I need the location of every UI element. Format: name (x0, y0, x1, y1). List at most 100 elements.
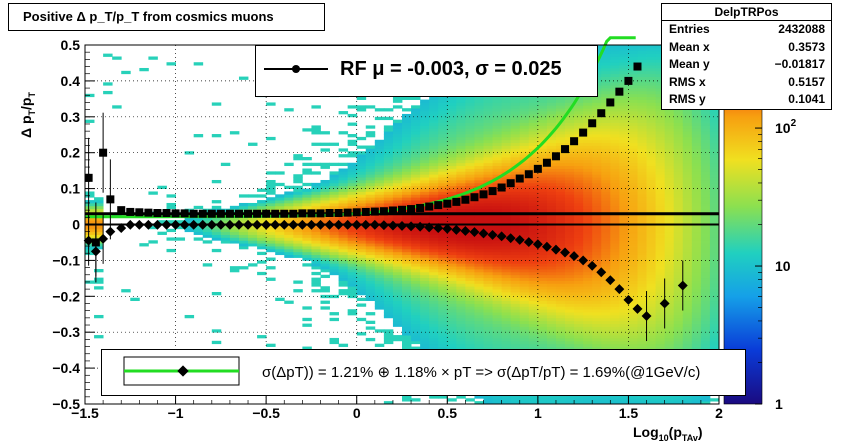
stats-name: DelpTRPos (662, 4, 831, 21)
rms-marker (316, 209, 325, 218)
mean-marker (659, 298, 670, 309)
mean-marker (125, 219, 136, 230)
rms-marker (461, 195, 470, 204)
mean-marker (215, 219, 226, 230)
y-axis-title: Δ pT/pT (18, 92, 37, 138)
legend-top: RF μ = -0.003, σ = 0.025 (255, 45, 598, 97)
rms-marker (443, 199, 452, 208)
mean-marker (288, 219, 299, 230)
mean-marker (324, 219, 335, 230)
mean-marker (614, 284, 625, 295)
rms-marker (253, 209, 262, 218)
mean-marker (578, 255, 589, 266)
rms-marker (479, 190, 488, 199)
rms-marker (579, 128, 588, 137)
mean-marker (83, 235, 94, 246)
rms-marker (180, 209, 189, 218)
mean-marker (641, 311, 652, 321)
mean-marker (560, 247, 570, 258)
rms-marker (117, 206, 126, 215)
stats-box: DelpTRPos Entries 2432088 Mean x 0.3573 Me… (661, 3, 832, 110)
mean-marker (134, 219, 145, 230)
mean-marker (397, 220, 407, 231)
x-tick-label: 0 (353, 405, 361, 421)
mean-marker (632, 303, 643, 314)
rms-marker (425, 202, 434, 211)
y-tick-label: −0.2 (52, 288, 80, 304)
mean-marker (532, 239, 543, 250)
rms-marker (542, 158, 551, 167)
rms-marker (216, 209, 225, 218)
y-tick-label: −0.5 (52, 396, 80, 412)
mean-marker (224, 219, 235, 230)
rms-marker (162, 209, 171, 218)
mean-marker (596, 267, 607, 278)
y-tick-label: −0.4 (52, 360, 80, 376)
legend-bottom-text: σ(ΔpT)) = 1.21% ⊕ 1.18% × pT => σ(ΔpT/pT… (262, 364, 701, 381)
x-tick-label: −1.5 (71, 405, 99, 421)
mean-marker (406, 221, 417, 232)
rms-marker (352, 208, 361, 217)
mean-marker (378, 220, 389, 231)
mean-marker (351, 219, 362, 230)
rms-marker (99, 148, 108, 157)
x-axis: −1.5 −1 −0.5 0 0.5 1 1.5 2 (71, 396, 723, 421)
rms-marker (379, 207, 388, 216)
mean-marker (551, 244, 561, 255)
mean-marker (623, 294, 634, 305)
z-tick-label: 10 (775, 258, 791, 274)
rms-marker (198, 209, 207, 218)
rms-marker (633, 62, 642, 71)
z-tick-label: 1 (775, 396, 783, 412)
mean-marker (541, 241, 552, 252)
mean-marker (677, 280, 688, 291)
rms-marker (615, 87, 624, 96)
stat-label: RMS y (669, 92, 706, 106)
mean-marker (333, 219, 344, 230)
rms-marker (262, 209, 271, 218)
stat-label: Mean x (669, 39, 710, 54)
mean-marker (451, 224, 462, 235)
rms-marker (171, 209, 180, 218)
rms-marker (561, 145, 570, 154)
markers (83, 62, 688, 342)
mean-marker (433, 223, 444, 234)
mean-marker (90, 246, 101, 257)
mean-marker (297, 219, 308, 230)
rms-marker (289, 209, 298, 218)
z-tick-label: 102 (775, 118, 797, 136)
mean-marker (496, 231, 507, 242)
mean-marker (342, 219, 353, 230)
rms-marker (515, 174, 524, 183)
mean-marker (116, 223, 127, 234)
rms-marker (207, 209, 216, 218)
mean-marker (487, 229, 498, 240)
legend-bottom: σ(ΔpT)) = 1.21% ⊕ 1.18% × pT => σ(ΔpT/pT… (101, 349, 746, 396)
y-axis: −0.5 −0.4 −0.3 −0.2 −0.1 0 0.1 0.2 0.3 0.4 0.5 (52, 37, 95, 412)
rms-marker (334, 209, 343, 218)
rms-marker (234, 209, 243, 218)
mean-marker (170, 219, 181, 230)
rms-marker (307, 209, 316, 218)
mean-marker (306, 219, 317, 230)
legend-bottom-marker (123, 356, 240, 386)
x-tick-label: 1.5 (619, 405, 639, 421)
stat-row-mean-y: Mean y −0.01817 (662, 56, 831, 74)
rms-marker (434, 201, 443, 210)
mean-marker (270, 219, 281, 230)
stat-row-rms-x: RMS x 0.5157 (662, 74, 831, 92)
legend-top-marker (264, 65, 328, 73)
y-tick-label: 0 (72, 217, 80, 233)
y-tick-label: 0.4 (61, 73, 81, 89)
rms-marker (597, 109, 606, 118)
x-axis-title: Log10(pTAv) (633, 424, 703, 443)
mean-marker (387, 220, 398, 231)
y-tick-label: 0.1 (61, 181, 81, 197)
rms-marker (135, 208, 144, 217)
rms-marker (298, 209, 307, 218)
mean-marker (514, 234, 525, 245)
rms-marker (470, 193, 479, 202)
mean-marker (315, 219, 326, 230)
mean-marker (415, 221, 426, 232)
